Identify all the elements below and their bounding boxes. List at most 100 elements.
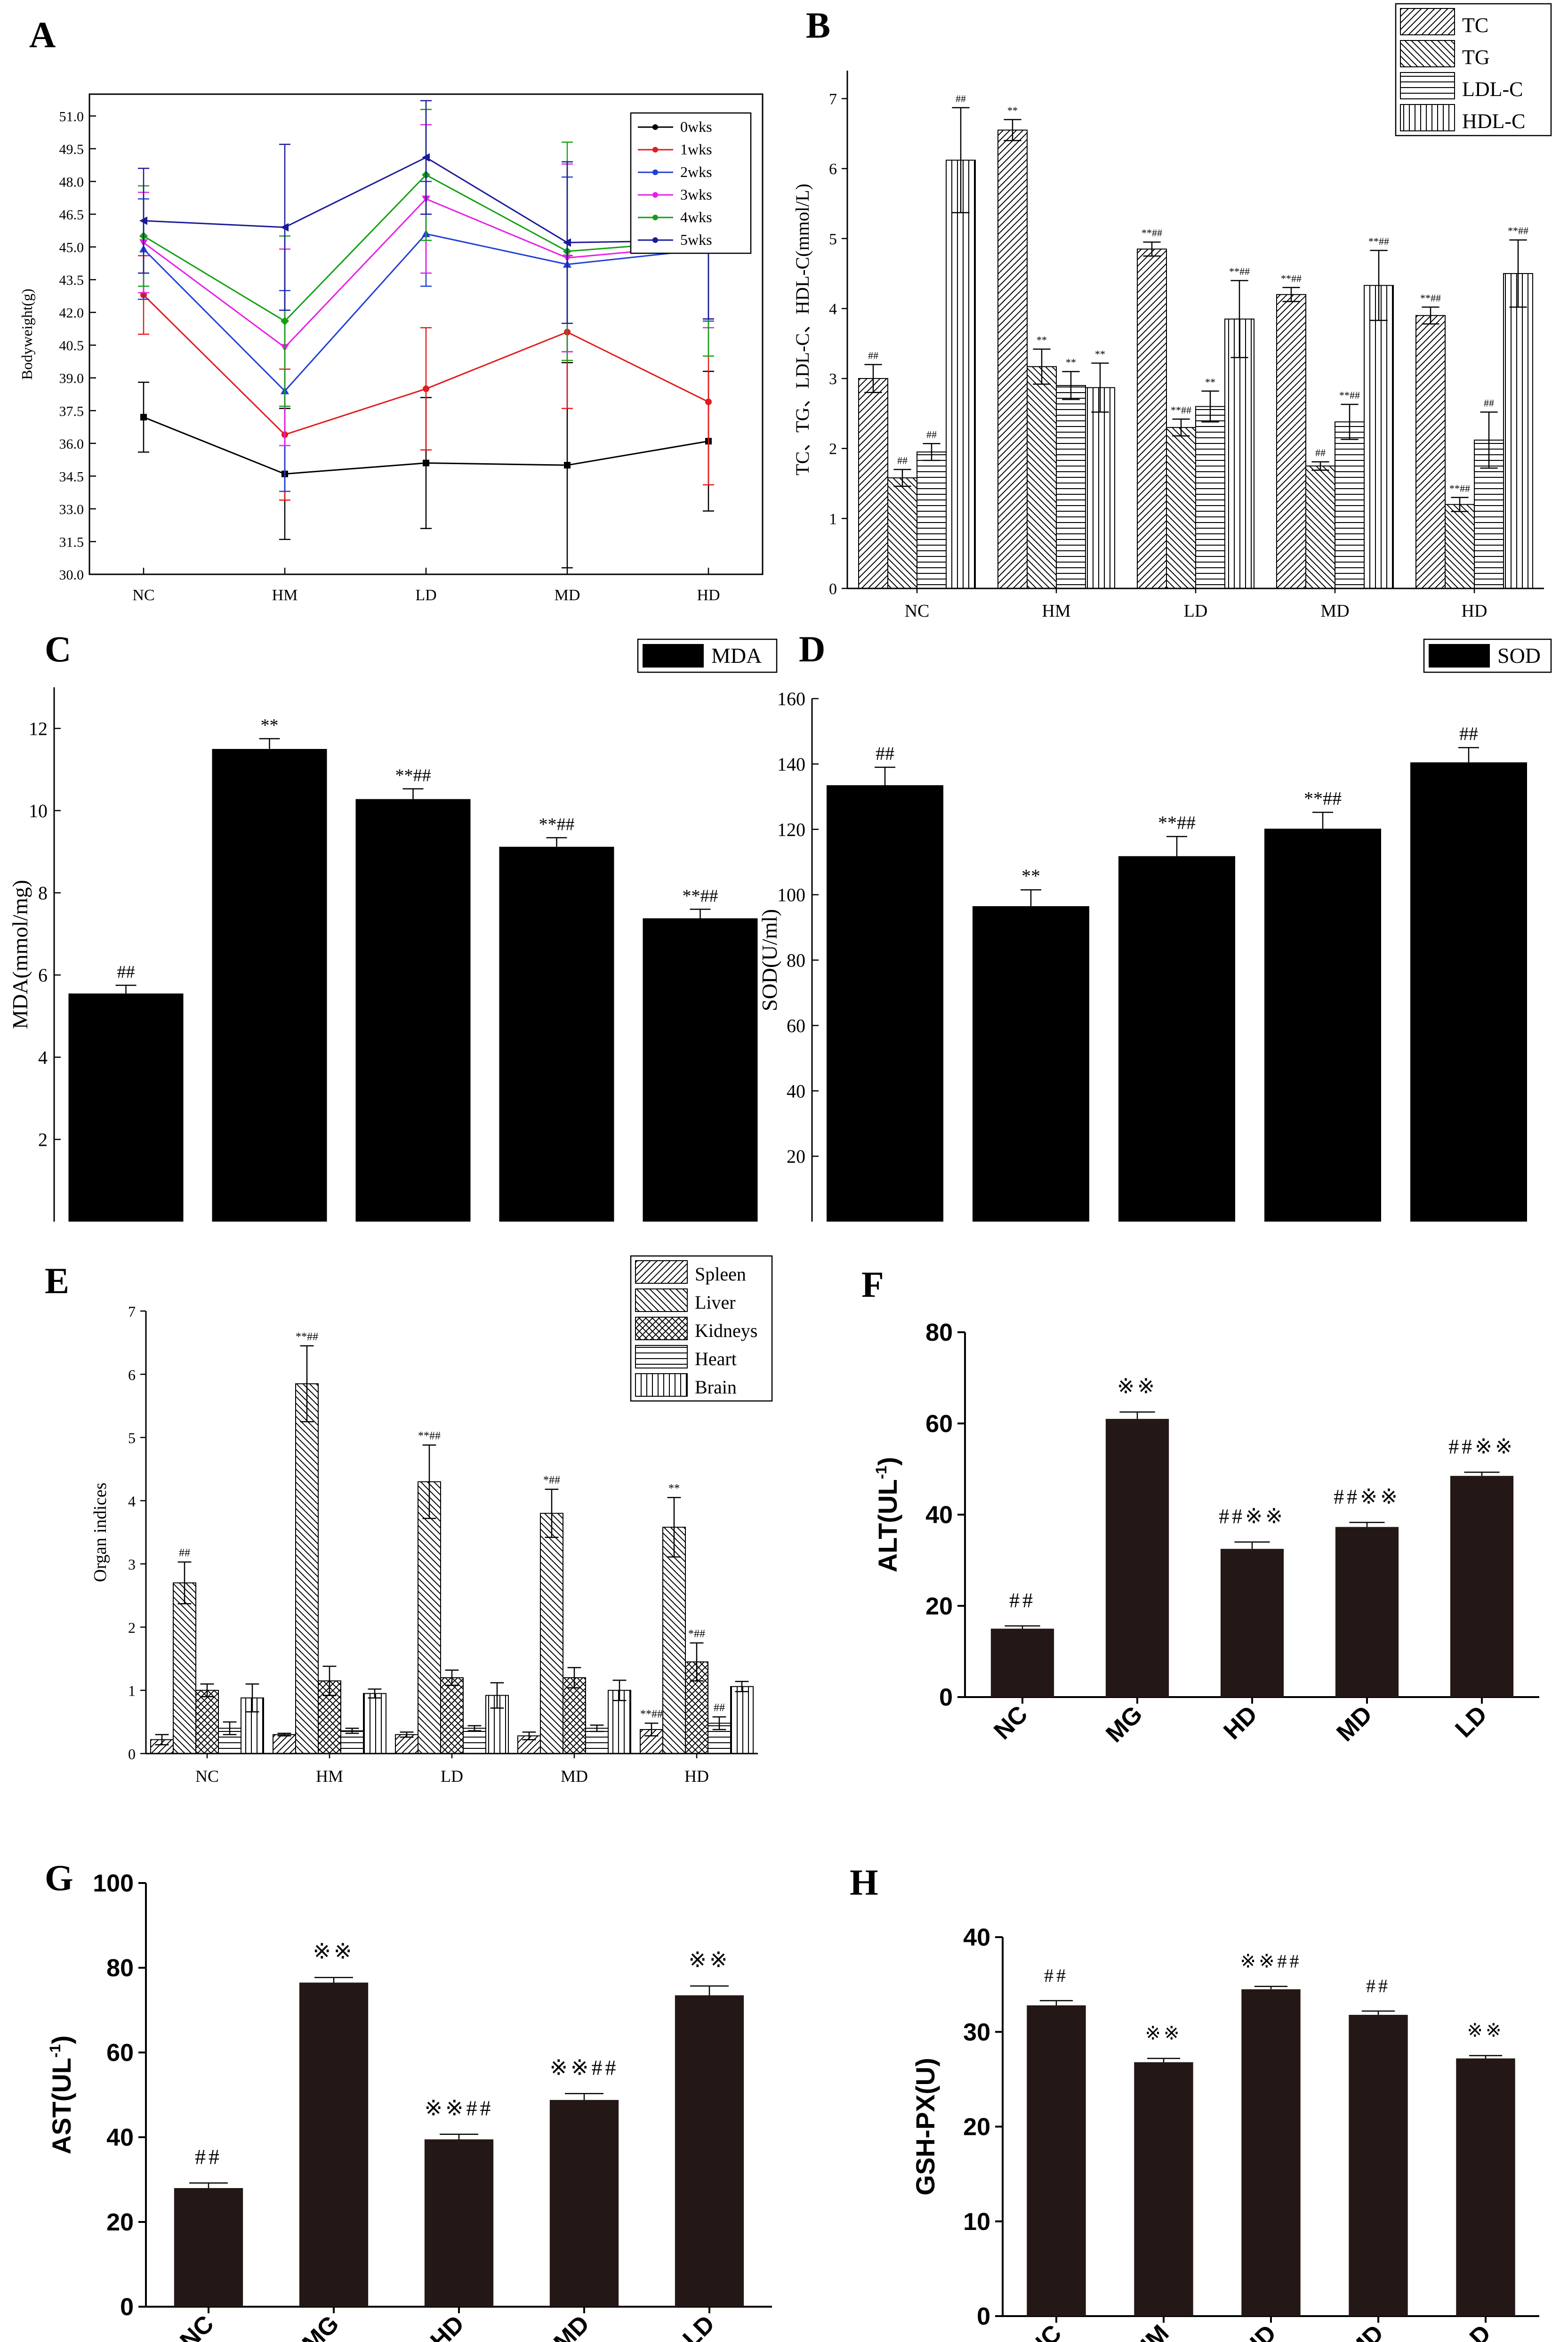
chart-b-series-tc: ##****##**##**## bbox=[858, 105, 1446, 589]
chart-b-bar bbox=[946, 160, 976, 589]
chart-a-legend-marker bbox=[652, 124, 658, 130]
chart-e-ytick-label: 1 bbox=[128, 1682, 136, 1699]
chart-e-sig-mark: ## bbox=[714, 1702, 725, 1714]
chart-e-legend-label: Spleen bbox=[695, 1264, 746, 1285]
chart-g-bar bbox=[424, 2139, 494, 2307]
chart-h-ytick-label: 40 bbox=[963, 1924, 990, 1951]
chart-g-xtick-label: LD bbox=[677, 2310, 720, 2342]
chart-e-legend-swatch bbox=[635, 1373, 688, 1397]
chart-f-bar bbox=[1450, 1476, 1514, 1697]
chart-g-ytick-label: 40 bbox=[106, 2124, 134, 2151]
chart-b-ytick-label: 2 bbox=[829, 441, 837, 458]
chart-e-bar bbox=[273, 1734, 296, 1754]
chart-b-ytick-label: 7 bbox=[829, 90, 837, 108]
chart-d-sig-mark: ## bbox=[1459, 723, 1478, 744]
chart-b-legend: TC TG LDL-C HDL-C bbox=[1395, 3, 1552, 137]
chart-b-bar bbox=[917, 451, 947, 589]
chart-a-ytick-label: 49.5 bbox=[59, 142, 84, 157]
chart-h-xtick-label: NC bbox=[1022, 2319, 1067, 2342]
chart-b-sig-mark: ** bbox=[1095, 348, 1105, 360]
chart-a-legend-marker bbox=[652, 169, 658, 175]
chart-d-ytick-label: 160 bbox=[777, 688, 805, 709]
chart-c-legend-label: MDA bbox=[711, 644, 762, 668]
chart-h-sig-mark: ※※ bbox=[1145, 2023, 1182, 2044]
chart-b-legend-swatch bbox=[1400, 8, 1455, 35]
panel-letter-h: H bbox=[850, 1862, 878, 1903]
chart-e-sig-mark: *## bbox=[688, 1628, 705, 1640]
chart-a-legend-label: 0wks bbox=[680, 118, 712, 135]
chart-b-bar bbox=[1085, 387, 1115, 589]
chart-b-series-hdl-c: ## ** **## **## **## bbox=[946, 93, 1533, 589]
chart-d-ylabel: SOD(U/ml) bbox=[757, 909, 781, 1011]
chart-d-bar bbox=[827, 785, 943, 1222]
chart-e-sig-mark: ** bbox=[668, 1482, 680, 1495]
chart-g-ytick-label: 80 bbox=[106, 1955, 134, 1982]
chart-b-legend-swatch bbox=[1400, 104, 1455, 131]
chart-b-sig-mark: ## bbox=[926, 428, 937, 440]
chart-d-sig-mark: **## bbox=[1158, 812, 1196, 833]
chart-h-ylabel: GSH-PX(U) bbox=[910, 2058, 940, 2195]
chart-b-sig-mark: **## bbox=[1449, 483, 1470, 494]
chart-a-ytick-label: 39.0 bbox=[59, 371, 84, 386]
chart-a-xtick-label: LD bbox=[415, 587, 436, 604]
chart-g-sig-mark: ※※ bbox=[688, 1948, 730, 1972]
chart-g-sig-mark: ※※## bbox=[549, 2055, 619, 2079]
chart-e-legend-label: Liver bbox=[695, 1292, 736, 1313]
chart-a-ytick-label: 30.0 bbox=[59, 567, 84, 583]
chart-f-xtick-label: MG bbox=[1101, 1700, 1148, 1747]
chart-e-ytick-label: 7 bbox=[128, 1303, 136, 1320]
chart-b-bar bbox=[1056, 385, 1086, 589]
chart-d-ytick-label: 40 bbox=[787, 1080, 805, 1102]
chart-f-bar bbox=[1220, 1549, 1284, 1697]
chart-b-xtick-label: NC bbox=[905, 601, 930, 621]
chart-c-ytick-label: 10 bbox=[29, 800, 48, 821]
chart-a-point bbox=[422, 153, 430, 162]
chart-b-xtick-label: HM bbox=[1042, 601, 1070, 621]
chart-c-bar bbox=[68, 993, 184, 1222]
chart-e-legend-swatch bbox=[635, 1345, 688, 1368]
chart-b-bar bbox=[1445, 504, 1475, 589]
chart-e-ytick-label: 4 bbox=[128, 1493, 136, 1510]
chart-e-bar bbox=[295, 1383, 319, 1754]
chart-c-ytick-label: 4 bbox=[38, 1047, 48, 1068]
chart-d-bar bbox=[1410, 762, 1527, 1222]
panel-letter-d: D bbox=[799, 628, 825, 669]
chart-c-legend: MDA bbox=[637, 638, 778, 673]
chart-g-bar bbox=[675, 1995, 744, 2307]
chart-b-legend-label: HDL-C bbox=[1462, 110, 1525, 133]
chart-b-sig-mark: ## bbox=[1484, 397, 1494, 409]
chart-a-ytick-label: 43.5 bbox=[59, 273, 84, 288]
chart-c-ylabel: MDA(mmol/mg) bbox=[8, 880, 32, 1029]
chart-c-legend-swatch bbox=[643, 644, 704, 668]
chart-f-ytick-label: 0 bbox=[939, 1684, 953, 1711]
chart-b-series-tg: ##****####**## bbox=[887, 334, 1475, 589]
chart-e-bar bbox=[395, 1734, 418, 1754]
chart-b-xtick-label: HD bbox=[1462, 601, 1488, 621]
chart-h-bar bbox=[1134, 2062, 1193, 2316]
chart-e-legend: Spleen Liver Kidneys Heart Brain bbox=[630, 1255, 773, 1402]
chart-c-sig-mark: ## bbox=[117, 962, 135, 982]
chart-e-series-liver: ## **## **## *## ** bbox=[173, 1331, 686, 1754]
chart-a-ytick-label: 40.5 bbox=[59, 338, 84, 354]
chart-b-bar bbox=[1137, 249, 1167, 589]
chart-a-point bbox=[564, 462, 571, 469]
chart-e-bar bbox=[340, 1730, 364, 1754]
chart-f-sig-mark: ##※※ bbox=[1219, 1505, 1286, 1528]
chart-a-ytick-label: 48.0 bbox=[59, 174, 84, 190]
chart-b-sig-mark: **## bbox=[1420, 292, 1441, 304]
chart-c-sig-mark: **## bbox=[395, 766, 431, 786]
chart-a-legend-label: 2wks bbox=[680, 163, 712, 180]
chart-b-sig-mark: **## bbox=[1229, 266, 1250, 277]
chart-b-bar bbox=[1224, 318, 1254, 589]
chart-h-ytick-label: 0 bbox=[977, 2303, 990, 2330]
chart-g-sig-mark: ## bbox=[195, 2145, 222, 2169]
chart-d-sig-mark: ** bbox=[1021, 865, 1040, 886]
chart-b-sig-mark: ## bbox=[868, 349, 878, 361]
chart-b-bar bbox=[997, 129, 1028, 589]
chart-g-bar bbox=[174, 2188, 243, 2307]
chart-b-sig-mark: ## bbox=[897, 454, 908, 466]
chart-a-ytick-label: 33.0 bbox=[59, 502, 84, 517]
chart-h-bar bbox=[1456, 2058, 1515, 2316]
chart-f-xtick-label: LD bbox=[1450, 1700, 1492, 1743]
chart-g: 0 20 40 60 80 100 AST(UL-1) NC MG HD MD LD ## ※※ ※※## ※… bbox=[47, 1870, 772, 2342]
